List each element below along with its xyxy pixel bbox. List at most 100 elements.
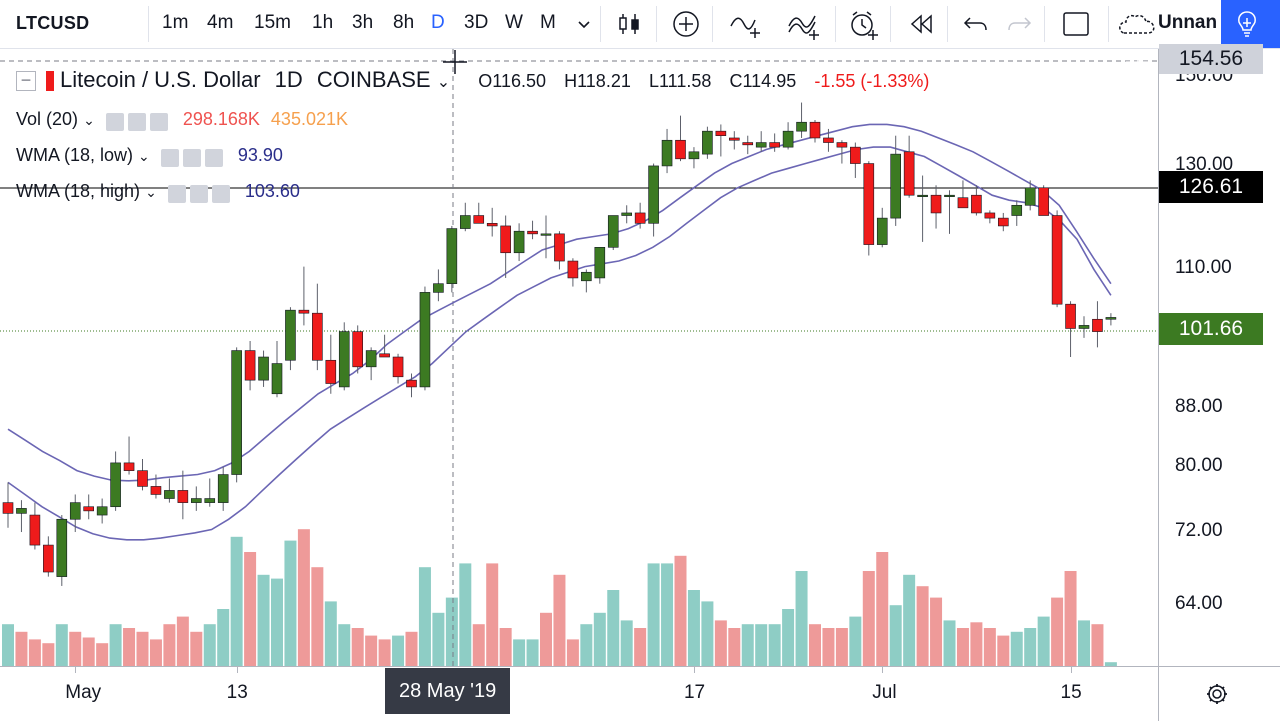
eye-icon[interactable]	[167, 184, 186, 203]
volume-bar	[701, 601, 714, 666]
candle-up	[540, 233, 552, 236]
time-tick-mark	[236, 667, 238, 673]
candle-up	[419, 292, 431, 388]
volume-bar	[607, 590, 620, 666]
candle-down	[715, 130, 727, 136]
interval-1h-button[interactable]: 1h	[312, 12, 334, 33]
vol-label[interactable]: Vol (20)	[16, 109, 79, 129]
chevron-down-icon[interactable]: ⌄	[145, 184, 157, 200]
chevron-down-icon[interactable]: ⌄	[436, 74, 451, 91]
interval-w-button[interactable]: W	[505, 12, 523, 33]
close-icon[interactable]	[204, 148, 223, 167]
price-chart[interactable]	[0, 49, 1158, 666]
layout-name-button[interactable]: Unnan	[1158, 12, 1218, 33]
interval-15m-button[interactable]: 15m	[254, 12, 291, 33]
candle-down	[984, 212, 996, 219]
volume-bar	[822, 628, 835, 666]
chevron-down-icon[interactable]: ⌄	[83, 112, 95, 128]
price-axis[interactable]: 150.00 130.00 110.00 88.00 80.00 72.00 64.00 1…	[1158, 44, 1280, 666]
volume-bar	[217, 609, 230, 666]
candle-up	[56, 518, 68, 577]
volume-bar	[876, 552, 889, 666]
volume-bar	[930, 597, 943, 666]
candle-down	[1065, 303, 1076, 329]
interval-m-button[interactable]: M	[540, 12, 556, 33]
ideas-button[interactable]	[1221, 0, 1280, 48]
volume-bar	[674, 555, 687, 666]
candle-down	[997, 217, 1009, 227]
symbol-search-button[interactable]: LTCUSD	[16, 13, 90, 33]
interval-4m-button[interactable]: 4m	[207, 12, 234, 33]
time-tick-mark	[882, 667, 884, 673]
candle-down	[2, 502, 14, 514]
legend-close: C114.95	[729, 71, 797, 91]
candle-up	[782, 130, 794, 148]
collapse-icon[interactable]: −	[16, 71, 36, 92]
time-tick-mark	[1070, 667, 1072, 673]
main-series-legend: − Litecoin / U.S. Dollar 1D COINBASE ⌄ O1…	[16, 67, 929, 93]
volume-bar	[28, 639, 41, 666]
interval-d-button[interactable]: D	[431, 12, 445, 33]
volume-bar	[230, 536, 243, 666]
volume-bar	[324, 601, 337, 666]
add-indicator-icon[interactable]	[668, 6, 704, 42]
interval-3h-button[interactable]: 3h	[352, 12, 374, 33]
replay-icon[interactable]	[903, 6, 939, 42]
candle-down	[567, 260, 579, 279]
volume-bar	[338, 624, 351, 666]
legend-open: O116.50	[478, 71, 546, 91]
gear-icon[interactable]	[182, 148, 201, 167]
toolbar-divider	[1044, 6, 1045, 42]
volume-bar	[983, 628, 996, 666]
volume-bar	[809, 624, 821, 666]
volume-bar	[176, 616, 189, 666]
undo-icon[interactable]	[958, 6, 994, 42]
volume-bar	[311, 567, 324, 666]
gear-icon[interactable]	[189, 184, 208, 203]
chart-pane[interactable]	[0, 49, 1158, 666]
interval-3d-button[interactable]: 3D	[464, 12, 489, 33]
candle-down	[244, 350, 256, 381]
close-icon[interactable]	[211, 184, 230, 203]
wma-high-label[interactable]: WMA (18, high)	[16, 181, 141, 201]
volume-bar	[55, 624, 68, 666]
study-actions[interactable]	[105, 107, 172, 133]
study-actions[interactable]	[160, 143, 227, 169]
compare-icon[interactable]	[727, 6, 763, 42]
fullscreen-icon[interactable]	[1058, 6, 1094, 42]
volume-bar	[284, 540, 297, 666]
candles-icon[interactable]	[611, 6, 647, 42]
redo-icon[interactable]	[1001, 6, 1037, 42]
price-tick-label: 88.00	[1175, 395, 1223, 417]
candle-down	[1051, 215, 1063, 305]
eye-icon[interactable]	[160, 148, 179, 167]
time-tick-mark	[75, 667, 77, 673]
indicators-icon[interactable]	[786, 6, 822, 42]
time-axis[interactable]: May1317Jul15n	[0, 666, 1158, 721]
wma-low-label[interactable]: WMA (18, low)	[16, 145, 134, 165]
close-icon[interactable]	[149, 112, 168, 131]
chevron-down-icon[interactable]: ⌄	[138, 148, 150, 164]
legend-high: H118.21	[564, 71, 631, 91]
chart-settings-button[interactable]	[1158, 666, 1280, 721]
volume-bar	[540, 612, 552, 666]
candle-up	[16, 508, 27, 514]
interval-1m-button[interactable]: 1m	[162, 12, 189, 33]
candle-up	[621, 212, 633, 216]
study-actions[interactable]	[167, 179, 234, 205]
legend-title[interactable]: Litecoin / U.S. Dollar	[60, 67, 261, 92]
chevron-down-icon[interactable]	[566, 6, 602, 42]
vol-value-1: 298.168K	[182, 109, 260, 129]
gear-icon[interactable]	[127, 112, 146, 131]
candle-up	[607, 215, 619, 248]
market-closed-icon	[46, 71, 54, 92]
gear-icon	[1207, 684, 1227, 704]
alert-icon[interactable]	[845, 6, 881, 42]
candle-up	[217, 474, 229, 503]
interval-8h-button[interactable]: 8h	[393, 12, 415, 33]
eye-icon[interactable]	[105, 112, 124, 131]
time-tick-label: Jul	[872, 682, 897, 703]
candle-down	[352, 331, 364, 368]
candle-down	[957, 197, 969, 209]
cloud-icon[interactable]	[1114, 6, 1158, 42]
